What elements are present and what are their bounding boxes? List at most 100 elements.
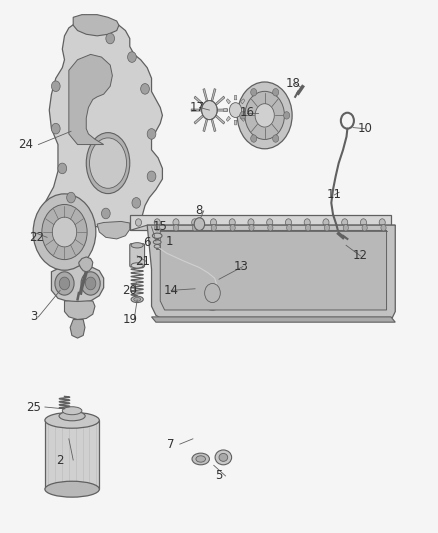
Circle shape xyxy=(251,88,257,96)
Polygon shape xyxy=(211,119,216,132)
Circle shape xyxy=(230,103,242,117)
Text: 15: 15 xyxy=(153,220,168,233)
Circle shape xyxy=(342,219,348,226)
Polygon shape xyxy=(97,221,130,239)
Ellipse shape xyxy=(131,296,143,303)
Circle shape xyxy=(360,219,367,226)
Polygon shape xyxy=(234,95,237,100)
Circle shape xyxy=(155,224,160,231)
Text: 24: 24 xyxy=(18,138,33,151)
Ellipse shape xyxy=(45,413,99,428)
Circle shape xyxy=(267,219,273,226)
Circle shape xyxy=(173,219,179,226)
Ellipse shape xyxy=(131,243,143,248)
Text: 25: 25 xyxy=(27,400,42,414)
Circle shape xyxy=(251,135,257,142)
Text: 7: 7 xyxy=(167,438,175,450)
Polygon shape xyxy=(45,420,99,489)
Ellipse shape xyxy=(134,297,141,301)
Circle shape xyxy=(33,194,96,270)
Circle shape xyxy=(205,284,220,303)
Circle shape xyxy=(173,224,179,231)
Circle shape xyxy=(240,112,246,119)
Circle shape xyxy=(52,217,77,247)
Text: 13: 13 xyxy=(233,260,248,273)
Polygon shape xyxy=(69,54,113,144)
Polygon shape xyxy=(130,225,395,230)
Circle shape xyxy=(85,277,96,290)
Circle shape xyxy=(237,82,292,149)
Circle shape xyxy=(154,219,160,226)
Circle shape xyxy=(255,104,274,127)
Polygon shape xyxy=(191,109,201,111)
Text: 2: 2 xyxy=(57,454,64,466)
Circle shape xyxy=(272,88,279,96)
Circle shape xyxy=(286,219,292,226)
Ellipse shape xyxy=(219,454,228,462)
FancyBboxPatch shape xyxy=(130,244,145,267)
Ellipse shape xyxy=(154,245,160,248)
Circle shape xyxy=(59,277,70,290)
Circle shape xyxy=(81,272,100,295)
Circle shape xyxy=(283,112,290,119)
Polygon shape xyxy=(244,109,247,111)
Circle shape xyxy=(304,219,310,226)
Circle shape xyxy=(245,91,284,140)
Circle shape xyxy=(135,219,141,226)
Circle shape xyxy=(147,128,156,139)
Polygon shape xyxy=(51,265,104,303)
Circle shape xyxy=(132,198,141,208)
Polygon shape xyxy=(234,120,237,125)
Text: 1: 1 xyxy=(165,235,173,247)
Polygon shape xyxy=(211,88,216,101)
Circle shape xyxy=(67,192,75,203)
Circle shape xyxy=(201,101,217,119)
Ellipse shape xyxy=(89,138,127,188)
Circle shape xyxy=(343,224,348,231)
Circle shape xyxy=(147,171,156,182)
Polygon shape xyxy=(194,96,204,106)
Polygon shape xyxy=(240,99,245,104)
Ellipse shape xyxy=(131,263,143,268)
Text: 19: 19 xyxy=(122,313,137,326)
Ellipse shape xyxy=(59,411,85,421)
Circle shape xyxy=(51,123,60,134)
Text: 18: 18 xyxy=(286,77,300,90)
Circle shape xyxy=(58,163,67,174)
Text: 14: 14 xyxy=(164,284,179,297)
Circle shape xyxy=(323,219,329,226)
Polygon shape xyxy=(70,319,85,338)
Circle shape xyxy=(324,224,329,231)
Ellipse shape xyxy=(153,240,161,244)
Circle shape xyxy=(42,205,87,260)
Polygon shape xyxy=(226,116,230,122)
Circle shape xyxy=(194,217,205,230)
Circle shape xyxy=(106,33,115,44)
Polygon shape xyxy=(226,99,230,104)
Circle shape xyxy=(229,219,235,226)
Polygon shape xyxy=(217,109,228,111)
Text: 11: 11 xyxy=(327,189,342,201)
Circle shape xyxy=(192,224,198,231)
Polygon shape xyxy=(79,257,93,272)
Ellipse shape xyxy=(215,450,232,465)
Polygon shape xyxy=(194,115,204,124)
Text: 8: 8 xyxy=(196,204,203,217)
Polygon shape xyxy=(147,225,395,320)
Circle shape xyxy=(192,219,198,226)
Circle shape xyxy=(211,224,216,231)
Text: 12: 12 xyxy=(353,249,368,262)
Circle shape xyxy=(141,84,149,94)
Polygon shape xyxy=(215,115,225,124)
Polygon shape xyxy=(223,109,227,111)
Polygon shape xyxy=(240,116,245,122)
Circle shape xyxy=(102,208,110,219)
Circle shape xyxy=(248,219,254,226)
Circle shape xyxy=(305,224,311,231)
Circle shape xyxy=(230,224,235,231)
Circle shape xyxy=(286,224,292,231)
Polygon shape xyxy=(130,215,391,230)
Circle shape xyxy=(362,224,367,231)
Polygon shape xyxy=(203,119,208,132)
Ellipse shape xyxy=(86,133,130,193)
